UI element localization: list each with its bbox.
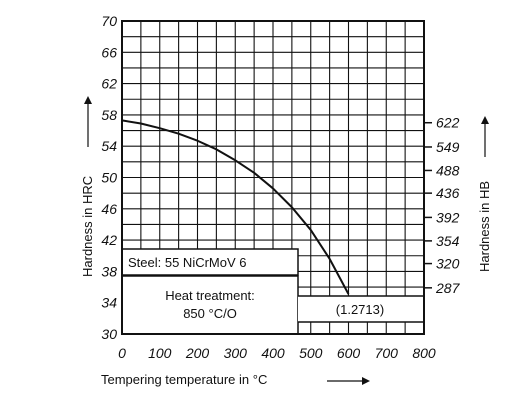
heat-treatment-box: Heat treatment: 850 °C/O bbox=[121, 275, 299, 335]
grid bbox=[122, 21, 424, 334]
y-tick-label: 34 bbox=[101, 295, 117, 311]
x-tick-label: 500 bbox=[299, 345, 323, 361]
y-right-tick-label: 488 bbox=[436, 162, 460, 178]
tempering-curve bbox=[121, 119, 350, 295]
y-tick-label: 38 bbox=[101, 263, 117, 279]
y-right-axis-label: Hardness in HB bbox=[477, 181, 492, 272]
y-tick-label: 30 bbox=[101, 326, 117, 342]
y-tick-label: 54 bbox=[101, 138, 117, 154]
y-tick-label: 70 bbox=[101, 13, 117, 29]
x-tick-label: 800 bbox=[412, 345, 436, 361]
y-right-tick-label: 354 bbox=[436, 233, 460, 249]
y-tick-label: 46 bbox=[101, 201, 117, 217]
y-tick-label: 58 bbox=[101, 107, 117, 123]
y-right-axis-arrow bbox=[481, 116, 489, 157]
y-right-tick-label: 549 bbox=[436, 139, 460, 155]
material-number-box: (1.2713) bbox=[298, 295, 424, 323]
y-right-tick-label: 320 bbox=[436, 256, 460, 272]
y-right-tick-label: 622 bbox=[436, 115, 460, 131]
curve-layer bbox=[121, 119, 350, 295]
y-tick-label: 66 bbox=[101, 44, 117, 60]
x-tick-label: 600 bbox=[337, 345, 361, 361]
x-tick-label: 100 bbox=[148, 345, 172, 361]
x-tick-label: 400 bbox=[261, 345, 285, 361]
y-right-tick-label: 287 bbox=[435, 280, 461, 296]
tick-labels: 0 100 200 300 400 500 600 700 800 30 34 38 42 46 50 54 5… bbox=[101, 13, 460, 361]
y-tick-label: 62 bbox=[101, 76, 117, 92]
x-tick-label: 700 bbox=[375, 345, 399, 361]
y-tick-label: 42 bbox=[101, 232, 117, 248]
x-tick-label: 300 bbox=[224, 345, 248, 361]
y-axis-label: Hardness in HRC bbox=[80, 176, 95, 277]
steel-label: Steel: 55 NiCrMoV 6 bbox=[121, 248, 299, 276]
x-tick-label: 0 bbox=[118, 345, 126, 361]
x-axis-arrow bbox=[327, 377, 370, 385]
plot-frame bbox=[121, 20, 425, 335]
material-number: (1.2713) bbox=[336, 302, 384, 317]
y-tick-label: 50 bbox=[101, 170, 117, 186]
heat-treatment-value: 850 °C/O bbox=[183, 306, 237, 321]
y-right-tick-label: 436 bbox=[436, 185, 460, 201]
y-axis-arrow bbox=[84, 96, 92, 147]
x-tick-label: 200 bbox=[185, 345, 210, 361]
x-axis-label: Tempering temperature in °C bbox=[101, 372, 267, 387]
steel-label-text: Steel: 55 NiCrMoV 6 bbox=[128, 255, 247, 270]
y-right-tick-label: 392 bbox=[436, 209, 460, 225]
heat-treatment-title: Heat treatment: bbox=[165, 288, 255, 303]
